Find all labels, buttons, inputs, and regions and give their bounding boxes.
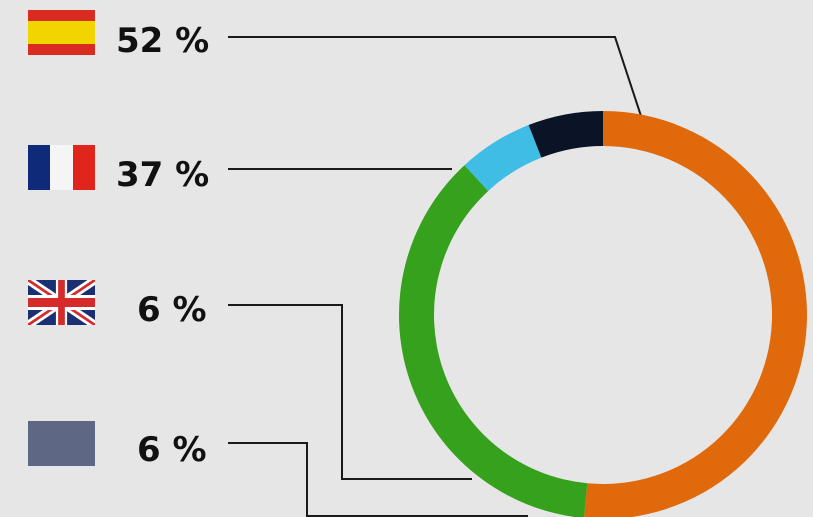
label-spain: 52 % <box>116 21 210 61</box>
leader-line-uk <box>228 304 472 480</box>
leader-lines <box>228 36 642 517</box>
other-swatch-icon <box>28 421 95 466</box>
leader-line-other <box>228 442 528 517</box>
spain-flag-icon <box>28 10 95 55</box>
france-flag-icon <box>28 145 95 190</box>
slice-spain <box>584 111 807 517</box>
leader-line-spain <box>228 36 642 117</box>
label-uk: 6 % <box>137 290 207 330</box>
label-france: 37 % <box>116 155 210 195</box>
uk-flag-icon <box>28 280 95 325</box>
slice-other <box>528 111 603 158</box>
label-other: 6 % <box>137 430 207 470</box>
donut-slices <box>399 111 807 517</box>
slice-uk <box>464 125 542 191</box>
slice-france <box>399 165 588 517</box>
